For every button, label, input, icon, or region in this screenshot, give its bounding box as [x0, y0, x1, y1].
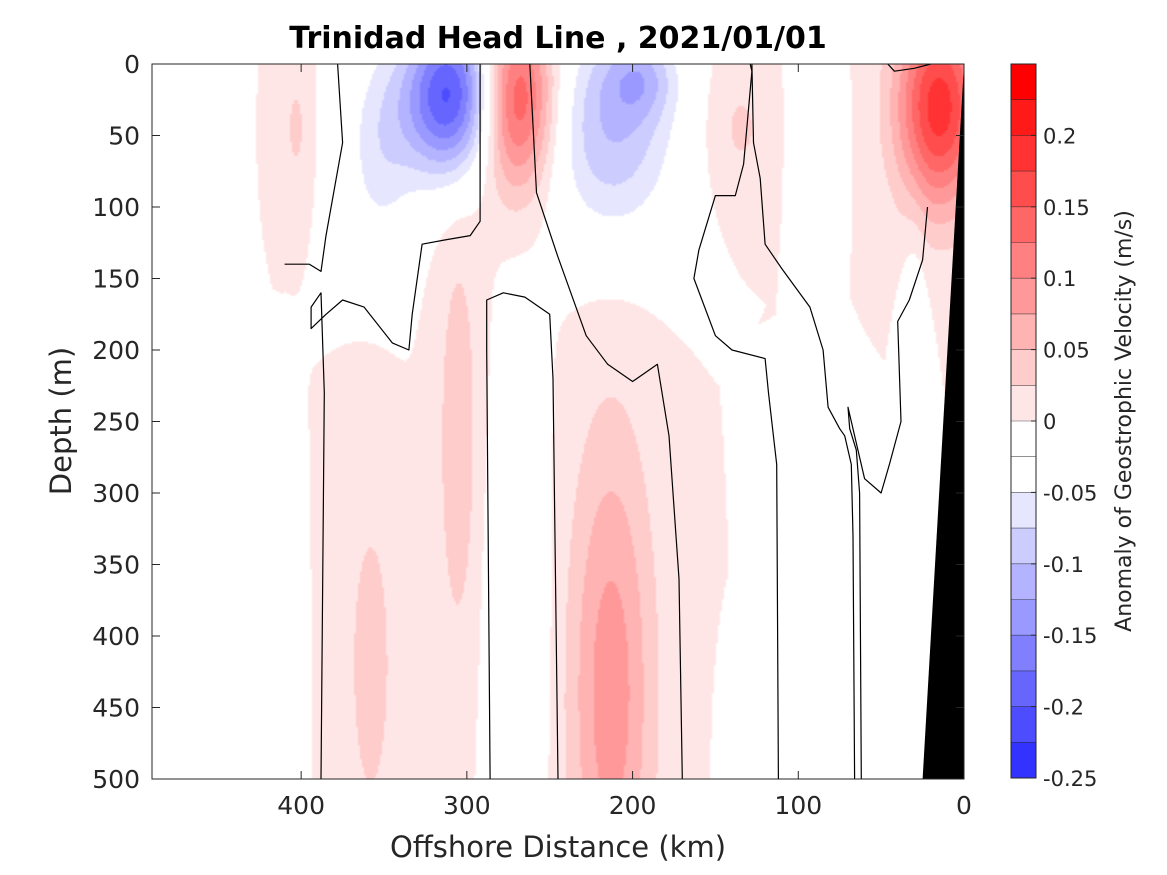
colorbar-swatch [1011, 706, 1036, 743]
y-tick-label: 400 [92, 622, 140, 651]
colorbar-tick-label: -0.1 [1043, 553, 1084, 577]
x-tick-label: 200 [609, 791, 657, 820]
colorbar-swatch [1011, 635, 1036, 672]
colorbar-swatch [1011, 313, 1036, 351]
x-tick-label: 0 [956, 791, 972, 820]
y-tick-label: 0 [124, 50, 140, 79]
seafloor-polygon [922, 64, 964, 779]
colorbar-tick-label: -0.25 [1043, 767, 1097, 791]
colorbar-swatch [1011, 206, 1036, 243]
x-axis-ticks: 400 300 200 100 0 [277, 64, 972, 820]
colorbar-swatch [1011, 456, 1036, 493]
colorbar-swatch [1011, 242, 1036, 279]
colorbar: 0.2 0.15 0.1 0.05 0 -0.05 -0.1 -0.15 -0.2 -0.25 A… [1010, 63, 1137, 791]
x-tick-label: 400 [277, 791, 325, 820]
colorbar-label: Anomaly of Geostrophic Velocity (m/s) [1112, 210, 1137, 632]
x-tick-label: 100 [774, 791, 822, 820]
plot-area: 400 300 200 100 0 0 50 100 150 200 250 300 350 400 45… [92, 50, 972, 820]
zero-contour-line [693, 64, 780, 779]
zero-contours [284, 64, 932, 779]
y-tick-label: 50 [108, 122, 140, 151]
y-tick-label: 300 [92, 479, 140, 508]
colorbar-swatch [1011, 99, 1036, 136]
colorbar-swatch [1011, 64, 1036, 101]
y-tick-label: 450 [92, 694, 140, 723]
colorbar-swatch [1011, 171, 1036, 208]
colorbar-tick-label: 0.05 [1043, 339, 1090, 363]
colorbar-ticks: 0.2 0.15 0.1 0.05 0 -0.05 -0.1 -0.15 -0.2 -0.25 [1031, 124, 1097, 791]
zero-contour-line [887, 64, 932, 72]
colorbar-tick-label: -0.15 [1043, 624, 1097, 648]
colorbar-tick-label: 0.15 [1043, 196, 1090, 220]
colorbar-swatch [1011, 349, 1036, 386]
y-axis-ticks: 0 50 100 150 200 250 300 350 400 450 500 [92, 50, 964, 794]
y-tick-label: 150 [92, 265, 140, 294]
velocity-anomaly-field [152, 64, 964, 779]
colorbar-swatch [1011, 670, 1036, 708]
colorbar-swatch [1011, 421, 1036, 458]
x-axis-label: Offshore Distance (km) [390, 830, 726, 864]
colorbar-tick-label: -0.2 [1043, 696, 1084, 720]
colorbar-swatch [1011, 599, 1036, 636]
colorbar-tick-label: -0.05 [1043, 481, 1097, 505]
colorbar-tick-label: 0 [1043, 410, 1056, 434]
zero-contour-line [847, 206, 929, 779]
chart-title: Trinidad Head Line , 2021/01/01 [289, 21, 826, 56]
y-tick-label: 200 [92, 336, 140, 365]
colorbar-swatch [1011, 385, 1036, 422]
x-tick-label: 300 [443, 791, 491, 820]
zero-contour-line [529, 64, 683, 779]
seafloor-mask [922, 64, 964, 779]
colorbar-tick-label: 0.2 [1043, 124, 1076, 148]
y-tick-label: 250 [92, 408, 140, 437]
colorbar-swatches [1011, 64, 1036, 779]
y-tick-label: 500 [92, 765, 140, 794]
colorbar-swatch [1011, 278, 1036, 315]
y-axis-label: Depth (m) [44, 347, 78, 495]
colorbar-swatch [1011, 528, 1036, 565]
zero-contour-line [310, 64, 481, 779]
colorbar-swatch [1011, 492, 1036, 529]
y-tick-label: 350 [92, 551, 140, 580]
zero-contour-line [486, 292, 559, 779]
colorbar-swatch [1011, 742, 1036, 779]
zero-contour-line [751, 64, 856, 779]
colorbar-tick-label: 0.1 [1043, 267, 1076, 291]
colorbar-swatch [1011, 135, 1036, 172]
colorbar-swatch [1011, 563, 1036, 600]
velocity-field [152, 64, 964, 779]
zero-contour-line [284, 64, 344, 272]
y-tick-label: 100 [92, 193, 140, 222]
